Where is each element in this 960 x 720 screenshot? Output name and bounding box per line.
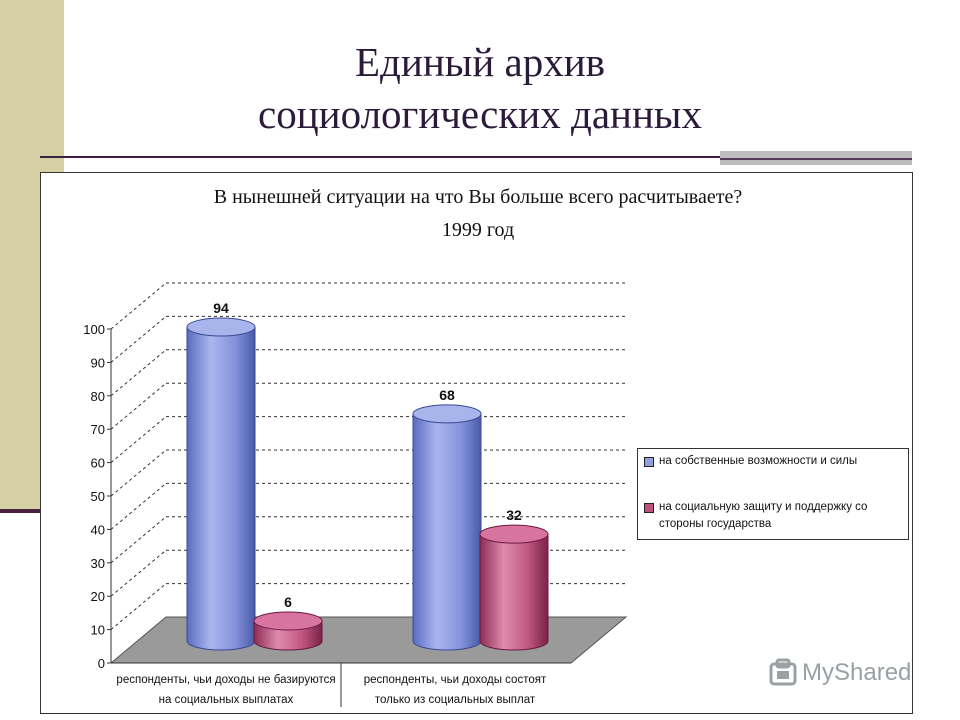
side-gridline-70 [110,382,167,430]
bar-series-1-cat-2 [412,413,482,651]
side-gridline-100 [110,282,167,330]
y-tick-label-90: 90 [91,355,105,370]
legend-label-series-2-line-2: стороны государства [659,518,772,530]
chart-title-text: В нынешней ситуации на что Вы больше все… [214,186,743,208]
legend-label-series-2-line-1: на социальную защиту и поддержку со [659,501,868,513]
title-rule-accent-line [720,158,912,160]
chart-title: В нынешней ситуации на что Вы больше все… [214,186,743,241]
side-gridline-50 [110,449,167,497]
bar-chart: В нынешней ситуации на что Вы больше все… [83,186,743,707]
legend-item-series-1: на собственные возможности и силы [644,453,857,470]
legend-label-series-1: на собственные возможности и силы [659,455,858,467]
bar-series-1-cat-1 [186,326,256,651]
y-tick-label-20: 20 [91,589,105,604]
y-tick-label-10: 10 [91,623,105,638]
bar-top-series-1-cat-2 [412,404,482,424]
logo-text: MyShared [802,659,912,686]
chart-frame: В нынешней ситуации на что Вы больше все… [40,172,913,714]
side-gridline-80 [110,349,167,397]
logo-icon [769,658,797,686]
chart-legend: на собственные возможности и силы на соц… [637,448,909,540]
slide-title-line-2: социологических данных [258,91,702,137]
legend-swatch-red [644,503,654,513]
myshared-logo: MyShared [768,658,911,688]
y-tick-label-50: 50 [91,489,105,504]
legend-item-series-2: на социальную защиту и поддержку со стор… [644,499,867,533]
x-category-label-2-line-2: только из социальных выплат [375,694,536,706]
title-rule [40,156,910,158]
chart-subtitle-text: 1999 год [442,219,514,241]
side-gridline-40 [110,483,167,530]
side-gridline-90 [110,316,167,363]
data-label-series-2-cat-1: 6 [284,594,292,610]
side-gridline-20 [110,549,167,597]
legend-swatch-blue [644,457,654,467]
y-tick-label-60: 60 [91,456,105,471]
side-gridline-60 [110,416,167,463]
bar-series-2-cat-2 [479,533,549,651]
x-category-label-2-line-1: респонденты, чьи доходы состоят [364,674,547,686]
slide-title: Единый архив социологических данных [120,36,840,140]
side-gridline-30 [110,516,167,564]
y-tick-label-30: 30 [91,556,105,571]
y-tick-label-100: 100 [83,322,105,337]
y-tick-label-40: 40 [91,522,105,537]
legend-label-series-2: на социальную защиту и поддержку со стор… [659,499,867,533]
data-label-series-1-cat-2: 68 [439,387,455,403]
bar-top-series-2-cat-1 [253,611,323,631]
side-gridline-10 [110,583,167,630]
data-label-series-2-cat-2: 32 [506,507,522,523]
slide-title-line-1: Единый архив [354,39,606,85]
y-tick-label-70: 70 [91,422,105,437]
y-tick-label-80: 80 [91,389,105,404]
data-label-series-1-cat-1: 94 [213,300,229,316]
x-category-label-1-line-1: респонденты, чьи доходы не базируются [116,674,335,686]
y-tick-label-0: 0 [98,656,105,671]
bar-top-series-2-cat-2 [479,524,549,544]
x-category-label-1-line-2: на социальных выплатах [159,694,294,706]
bar-top-series-1-cat-1 [186,317,256,337]
left-decor-line [0,509,44,513]
